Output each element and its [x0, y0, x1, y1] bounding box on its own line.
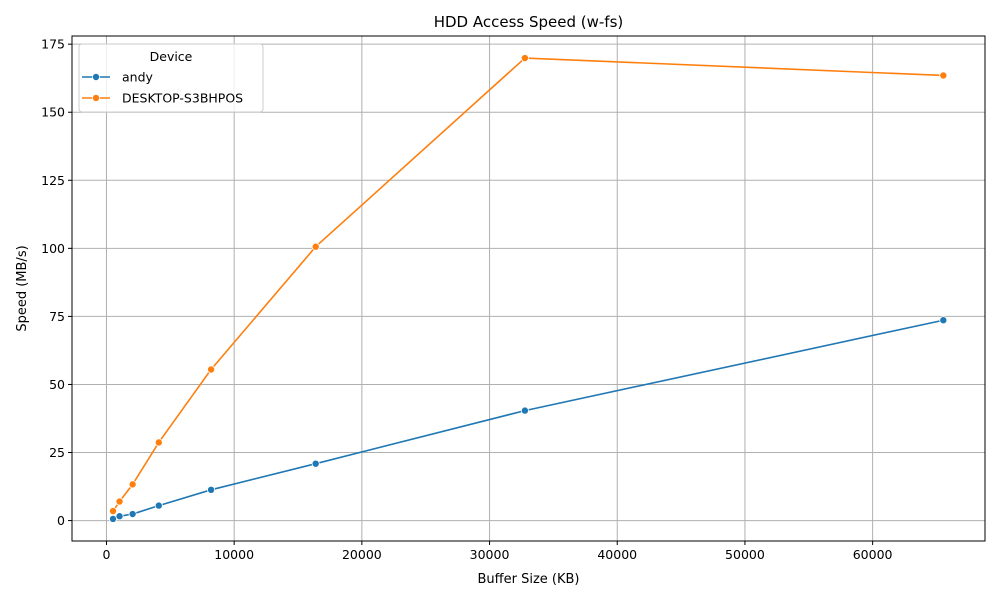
series-line	[112, 319, 944, 520]
series-layer	[109, 54, 948, 523]
legend-label: DESKTOP-S3BHPOS	[122, 91, 243, 106]
axis-ticks: 0 10000 20000 30000 40000 50000 60000 0 25 50 75 10…	[41, 37, 892, 562]
legend-box	[78, 43, 264, 113]
y-tick-label: 100	[41, 241, 65, 256]
x-tick-label: 20000	[342, 547, 382, 562]
data-point	[115, 512, 124, 521]
data-point	[154, 501, 163, 510]
data-point	[154, 438, 163, 447]
data-point	[128, 480, 137, 489]
series-line	[112, 57, 944, 512]
data-point	[311, 459, 320, 468]
y-tick-label: 175	[41, 37, 65, 52]
y-tick-label: 0	[57, 513, 65, 528]
x-tick-label: 50000	[725, 547, 765, 562]
data-point	[520, 406, 529, 415]
data-point	[115, 497, 124, 506]
x-axis-title: Buffer Size (KB)	[478, 572, 580, 587]
y-tick-label: 50	[49, 377, 65, 392]
x-tick-label: 0	[103, 547, 111, 562]
legend-item: DESKTOP-S3BHPOS	[82, 91, 243, 106]
plot-frame	[71, 35, 986, 542]
x-tick-label: 60000	[853, 547, 893, 562]
legend-title: Device	[150, 49, 193, 64]
y-tick-label: 25	[49, 445, 65, 460]
legend-marker	[92, 94, 101, 103]
data-point	[109, 507, 118, 516]
data-point	[109, 514, 118, 523]
legend: Device andy DESKTOP-S3BHPOS	[78, 43, 264, 113]
y-tick-label: 125	[41, 173, 65, 188]
series-2	[109, 54, 948, 516]
x-tick-label: 30000	[470, 547, 510, 562]
legend-items: andy DESKTOP-S3BHPOS	[82, 70, 243, 106]
y-tick-label: 150	[41, 105, 65, 120]
x-tick-label: 10000	[214, 547, 254, 562]
grid	[72, 36, 985, 541]
data-point	[520, 54, 529, 63]
data-point	[207, 365, 216, 374]
y-tick-label: 75	[49, 309, 65, 324]
data-point	[207, 485, 216, 494]
data-point	[939, 71, 948, 80]
data-point	[311, 242, 320, 251]
legend-marker	[92, 73, 101, 82]
legend-label: andy	[122, 70, 154, 85]
y-axis-title: Speed (MB/s)	[15, 245, 30, 331]
x-tick-label: 40000	[597, 547, 637, 562]
chart-title: HDD Access Speed (w-fs)	[434, 13, 624, 31]
data-point	[128, 510, 137, 519]
series-1	[109, 316, 948, 523]
data-point	[939, 316, 948, 325]
legend-item: andy	[82, 70, 154, 85]
